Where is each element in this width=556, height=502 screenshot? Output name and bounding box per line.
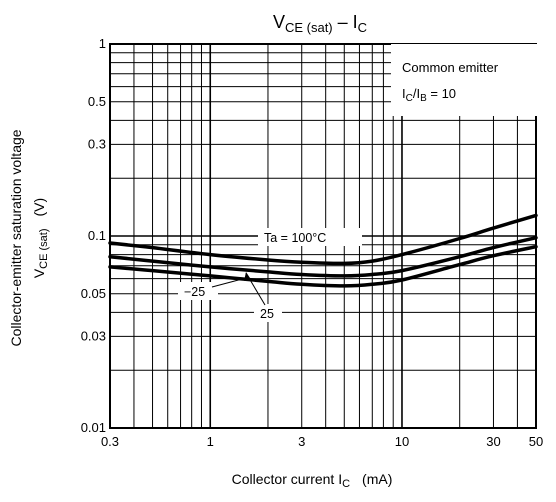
y-tick-label: 0.05 (81, 286, 106, 301)
y-axis-label-line2: VCE (sat)(V) (31, 198, 50, 278)
series-line-1 (108, 235, 538, 278)
curves (108, 213, 538, 288)
x-tick-label: 1 (207, 434, 214, 449)
y-tick-label: 0.01 (81, 420, 106, 435)
y-axis-label-line1: Collector-emitter saturation voltage (8, 129, 24, 346)
series-label-100: Ta = 100°C (264, 231, 326, 245)
x-tick-label: 50 (529, 434, 543, 449)
leader-minus25 (211, 277, 247, 288)
leader-25-arrowhead (244, 272, 250, 281)
series-label-minus25: −25 (184, 285, 205, 299)
conditions-box (391, 44, 537, 116)
label-100-bg (258, 228, 362, 246)
y-tick-label: 0.3 (88, 136, 106, 151)
x-tick-label: 3 (298, 434, 305, 449)
conditions-line1: Common emitter (402, 60, 499, 75)
x-tick-labels: 0.3 1 3 10 30 50 (101, 434, 543, 449)
x-tick-label: 10 (395, 434, 409, 449)
series-label-25: 25 (260, 307, 274, 321)
y-tick-label: 0.03 (81, 328, 106, 343)
y-tick-label: 1 (99, 36, 106, 51)
grid (110, 44, 536, 428)
series-line-0 (108, 213, 538, 266)
x-tick-label: 30 (486, 434, 500, 449)
chart-title: VCE (sat) – IC (273, 12, 367, 35)
label-25-bg (254, 304, 282, 322)
y-tick-labels: 1 0.5 0.3 0.1 0.05 0.03 0.01 (81, 36, 106, 435)
y-tick-label: 0.5 (88, 94, 106, 109)
conditions-line2: IC/IB = 10 (402, 86, 456, 104)
plot-frame (109, 43, 537, 429)
series-line-2 (108, 244, 538, 288)
x-axis-label: Collector current IC (mA) (232, 471, 393, 490)
y-tick-label: 0.1 (88, 228, 106, 243)
x-tick-label: 0.3 (101, 434, 119, 449)
label-minus25-bg (178, 282, 218, 300)
